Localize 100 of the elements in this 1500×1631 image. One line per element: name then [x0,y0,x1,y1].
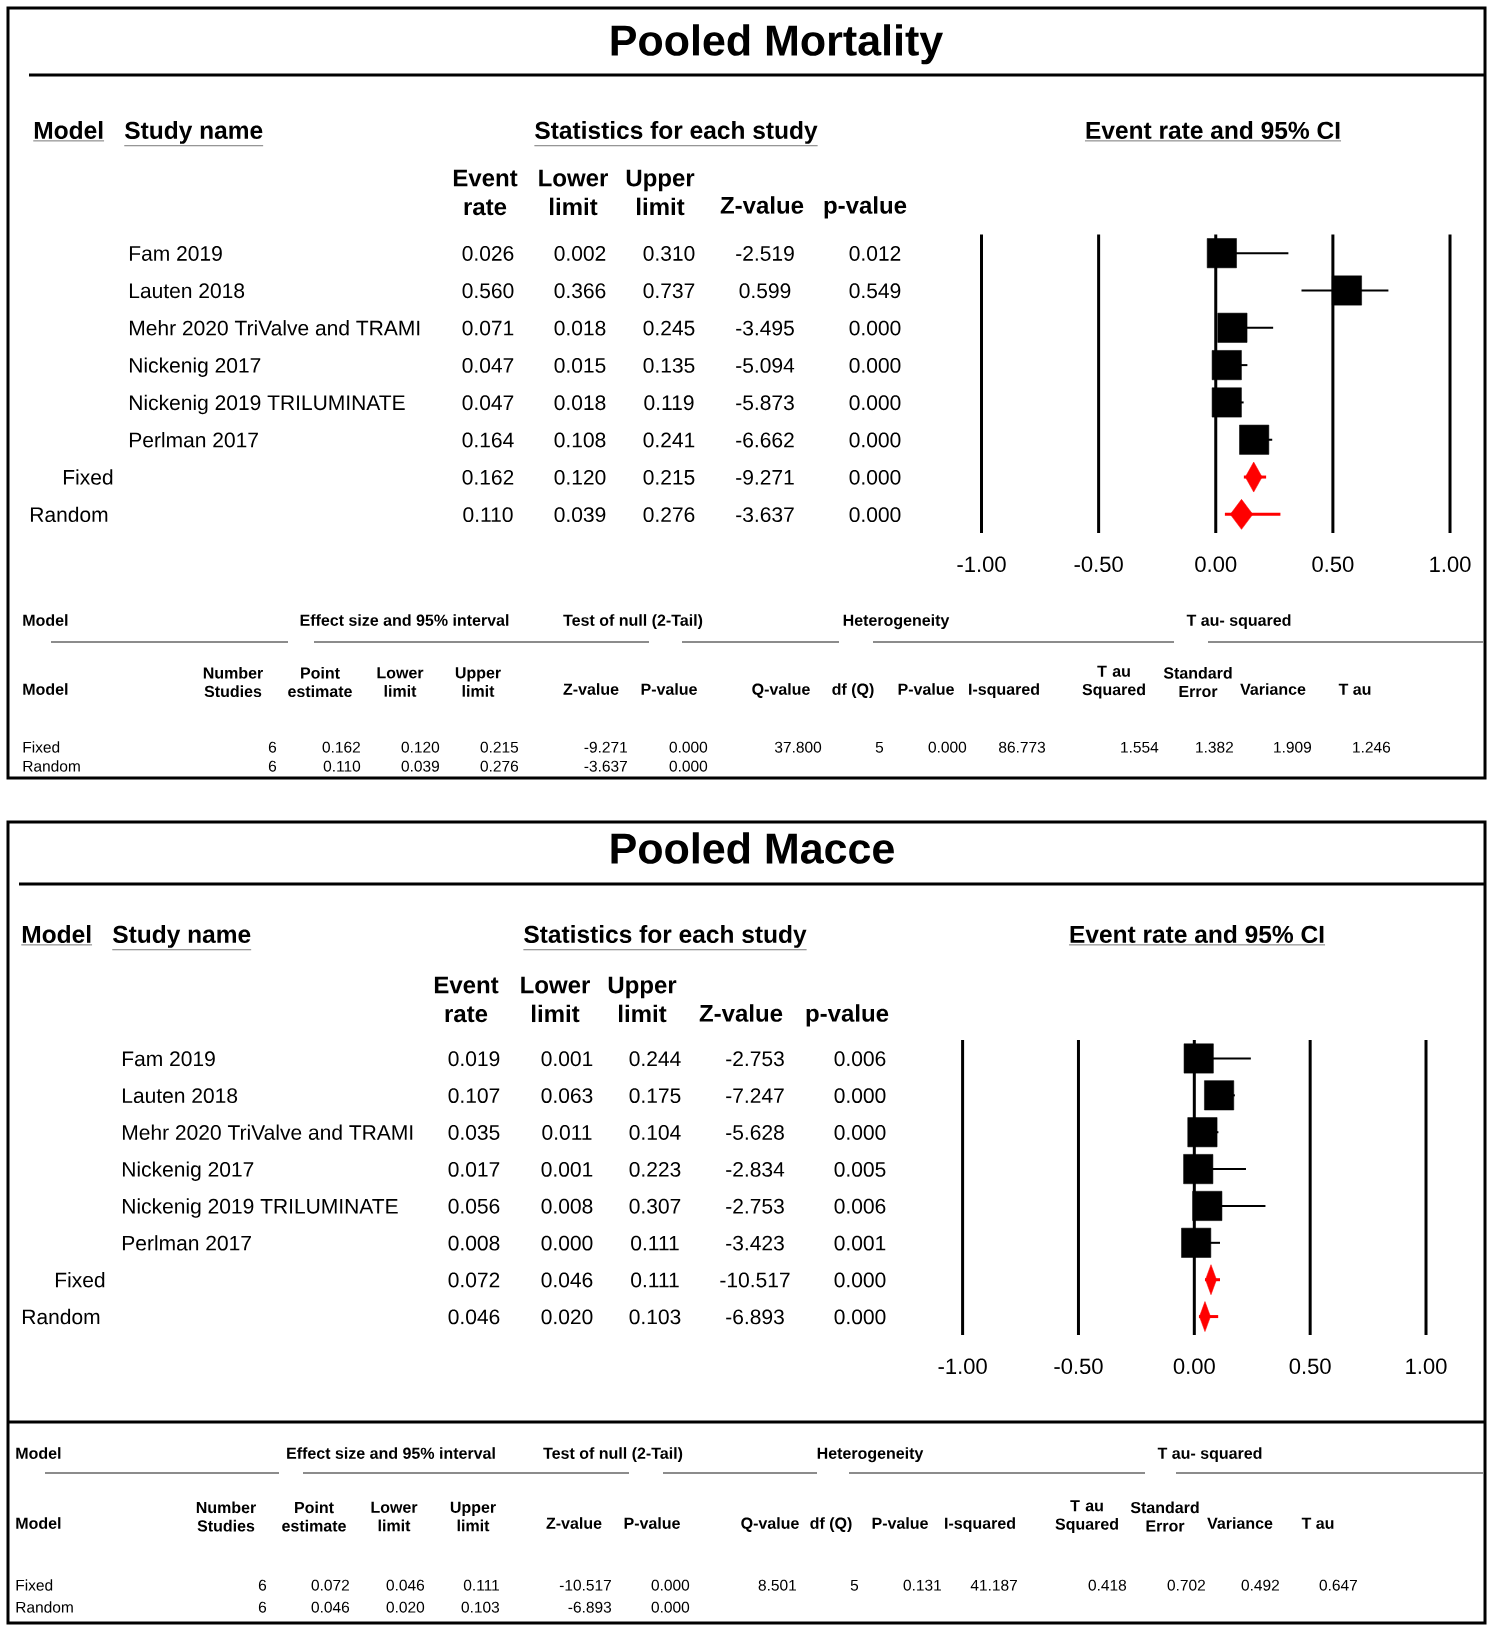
text: Random [16,1601,73,1613]
text: Model [16,1517,61,1529]
text: 1.554 [1121,741,1159,753]
text: 0.223 [629,1161,681,1177]
x-tick-label: -1.00 [938,1358,987,1375]
text: Fam 2019 [129,246,222,261]
text: 0.162 [462,469,514,485]
text: 0.000 [849,469,901,485]
text: 0.418 [1088,1579,1127,1591]
text: -7.247 [726,1088,784,1103]
x-tick-label: -1.00 [957,556,1006,573]
x-tick-label: 0.00 [1173,1358,1215,1375]
x-tick-label: 1.00 [1406,1358,1447,1375]
text: Event rate [453,169,518,216]
text: 0.702 [1167,1579,1205,1591]
text: 0.276 [643,507,695,523]
text: df (Q) [832,683,874,699]
text: -3.423 [726,1235,784,1251]
text: 1.909 [1274,741,1312,753]
text: Model [22,925,91,944]
text: Nickenig 2017 [122,1161,254,1181]
text: Fixed [23,741,60,753]
text: Statistics for each study [535,121,818,144]
text: 0.492 [1241,1579,1279,1591]
text: 0.071 [462,320,514,336]
text: 0.000 [834,1272,886,1288]
text: 0.001 [541,1051,593,1067]
text: Model [23,683,68,695]
text: Upper limit [455,667,501,697]
text: -5.094 [736,357,795,373]
text: Z-value [720,196,804,214]
text: 0.131 [903,1579,941,1591]
text: Random [22,1308,100,1325]
text: 0.018 [554,395,606,411]
text: 0.000 [849,320,901,336]
text: 0.135 [643,357,695,373]
text: Heterogeneity [817,1447,924,1463]
text: 0.001 [834,1235,886,1251]
text: 0.215 [480,741,519,753]
text: -2.834 [726,1161,785,1177]
text: 0.019 [448,1051,500,1067]
text: 0.110 [323,760,361,772]
text: Study name [124,121,263,144]
text: Perlman 2017 [122,1235,251,1251]
text: 0.164 [462,432,514,448]
text: 0.245 [643,320,695,336]
text: 0.039 [554,507,606,523]
text: 6 [258,1601,267,1613]
text: Z-value [699,1004,783,1022]
text: 0.599 [739,283,791,299]
text: -5.873 [736,395,794,411]
text: 0.056 [448,1198,500,1214]
text: Z-value [546,1517,602,1529]
text: 0.015 [554,357,606,373]
text: Event rate [434,976,499,1023]
text: 0.120 [554,469,606,485]
text: T au- squared [1186,614,1291,630]
text: p-value [806,1004,889,1027]
text: Lauten 2018 [129,283,245,299]
text: Z-value [563,683,619,695]
text: Event rate and 95% CI [1086,121,1340,140]
text: 0.103 [461,1601,500,1613]
text: p-value [824,196,907,219]
text: 0.000 [651,1601,690,1613]
text: -9.271 [736,469,794,485]
text: 0.310 [643,246,695,261]
text: Q-value [752,683,810,698]
text: 0.162 [322,741,360,753]
text: 0.072 [311,1579,349,1591]
text: Variance [1240,683,1306,695]
text: 0.549 [849,283,901,299]
text: 5 [875,741,884,753]
text: 0.005 [834,1161,886,1177]
text: 0.011 [542,1125,592,1140]
text: -3.495 [736,320,794,336]
text: 0.046 [541,1272,593,1288]
text: Number Studies [196,1501,256,1532]
text: 0.241 [643,432,695,448]
text: Variance [1207,1517,1273,1529]
text: Fixed [63,469,113,485]
text: 1.246 [1353,741,1391,753]
text: 41.187 [970,1579,1017,1591]
x-tick-label: 0.50 [1289,1358,1331,1375]
text: 0.108 [554,432,606,448]
text: 0.000 [834,1309,886,1325]
x-tick-label: 0.00 [1195,556,1237,573]
text: Event rate and 95% CI [1070,925,1324,944]
text: T au Squared [1055,1500,1118,1533]
text: P-value [641,683,697,695]
text: 0.026 [462,246,514,261]
x-tick-label: -0.50 [1074,556,1123,573]
text: 0.020 [386,1601,425,1613]
text: 0.307 [629,1198,681,1214]
text: 0.000 [669,741,708,753]
text: 0.120 [401,741,440,753]
text: 86.773 [999,741,1046,753]
text: Upper limit [608,976,677,1023]
text: 0.000 [651,1579,690,1591]
text: Effect size and 95% interval [300,614,509,626]
x-tick-label: 1.00 [1430,556,1471,573]
